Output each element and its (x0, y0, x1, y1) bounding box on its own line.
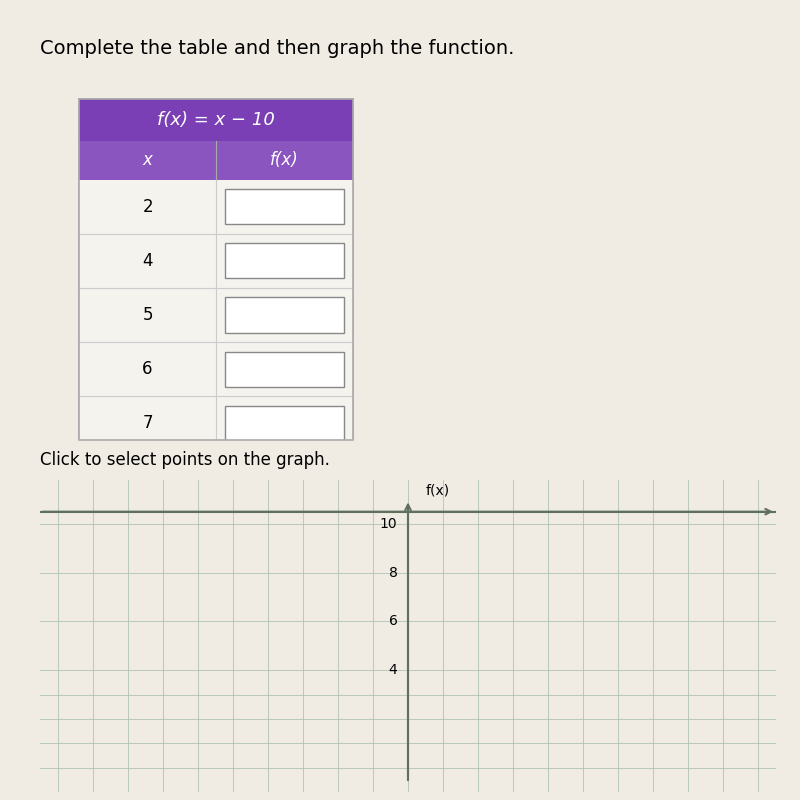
Text: 10: 10 (380, 517, 398, 531)
Text: 7: 7 (142, 414, 153, 433)
FancyBboxPatch shape (79, 141, 353, 179)
Text: f(x): f(x) (426, 483, 450, 497)
FancyBboxPatch shape (79, 288, 353, 342)
Text: Click to select points on the graph.: Click to select points on the graph. (40, 451, 330, 469)
Text: 4: 4 (389, 663, 398, 677)
FancyBboxPatch shape (79, 98, 353, 141)
FancyBboxPatch shape (79, 179, 353, 234)
Text: 4: 4 (142, 252, 153, 270)
Text: 6: 6 (142, 360, 153, 378)
Text: Complete the table and then graph the function.: Complete the table and then graph the fu… (40, 38, 514, 58)
FancyBboxPatch shape (225, 243, 344, 278)
Text: f(x): f(x) (270, 151, 298, 169)
FancyBboxPatch shape (225, 352, 344, 387)
Text: 5: 5 (142, 306, 153, 324)
Text: 2: 2 (142, 198, 153, 216)
FancyBboxPatch shape (225, 189, 344, 224)
Text: 6: 6 (389, 614, 398, 628)
Text: x: x (142, 151, 153, 169)
FancyBboxPatch shape (225, 406, 344, 441)
FancyBboxPatch shape (225, 298, 344, 333)
Text: 8: 8 (389, 566, 398, 580)
FancyBboxPatch shape (79, 342, 353, 396)
FancyBboxPatch shape (79, 234, 353, 288)
FancyBboxPatch shape (79, 396, 353, 450)
Text: f(x) = x − 10: f(x) = x − 10 (157, 110, 275, 129)
